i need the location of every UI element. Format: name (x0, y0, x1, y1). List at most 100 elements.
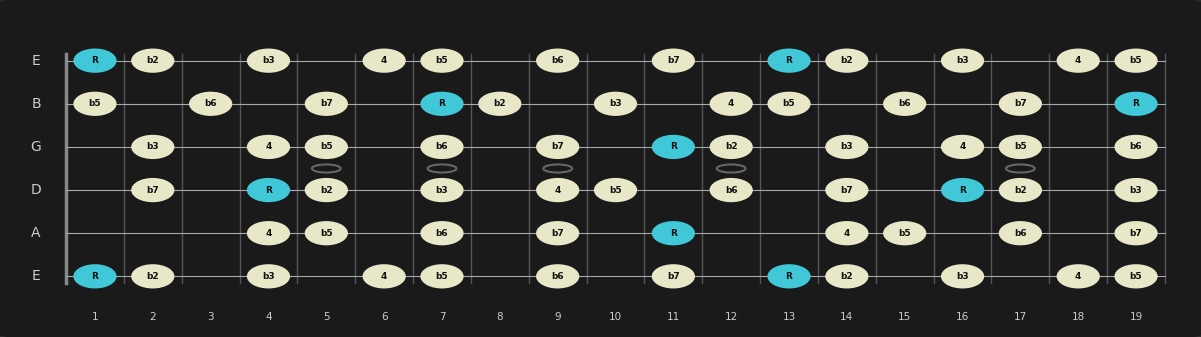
Text: b3: b3 (956, 56, 969, 65)
Ellipse shape (305, 178, 348, 202)
Ellipse shape (73, 49, 116, 73)
Text: 7: 7 (438, 312, 446, 322)
Ellipse shape (825, 221, 868, 245)
Ellipse shape (710, 178, 753, 202)
Text: b7: b7 (319, 99, 333, 108)
Text: b5: b5 (1130, 56, 1142, 65)
Text: b5: b5 (319, 143, 333, 151)
Text: b6: b6 (204, 99, 217, 108)
Text: b7: b7 (1130, 229, 1142, 238)
Text: 5: 5 (323, 312, 329, 322)
Text: b7: b7 (551, 143, 564, 151)
Text: 4: 4 (1075, 272, 1081, 281)
Text: 19: 19 (1129, 312, 1142, 322)
Ellipse shape (363, 264, 406, 288)
Text: R: R (438, 99, 446, 108)
Ellipse shape (767, 92, 811, 116)
Text: R: R (960, 186, 966, 194)
Text: 6: 6 (381, 312, 388, 322)
Text: b3: b3 (436, 186, 448, 194)
Text: b3: b3 (841, 143, 853, 151)
Ellipse shape (1115, 135, 1158, 159)
Text: b2: b2 (1014, 186, 1027, 194)
Ellipse shape (420, 135, 464, 159)
Ellipse shape (420, 92, 464, 116)
Ellipse shape (1057, 264, 1100, 288)
Text: b3: b3 (1130, 186, 1142, 194)
Text: 1: 1 (91, 312, 98, 322)
Ellipse shape (1115, 178, 1158, 202)
Ellipse shape (536, 178, 579, 202)
Ellipse shape (305, 135, 348, 159)
Text: 15: 15 (898, 312, 912, 322)
Text: b7: b7 (667, 56, 680, 65)
Text: b5: b5 (1130, 272, 1142, 281)
Text: R: R (670, 143, 677, 151)
Text: 4: 4 (265, 312, 271, 322)
Text: b6: b6 (898, 99, 912, 108)
Text: b5: b5 (1014, 143, 1027, 151)
Text: b6: b6 (551, 272, 564, 281)
Text: b3: b3 (147, 143, 159, 151)
Ellipse shape (652, 49, 695, 73)
Ellipse shape (305, 92, 348, 116)
Ellipse shape (363, 49, 406, 73)
Ellipse shape (825, 135, 868, 159)
Text: b3: b3 (262, 272, 275, 281)
Text: R: R (1133, 99, 1140, 108)
Ellipse shape (247, 178, 291, 202)
Text: b3: b3 (262, 56, 275, 65)
Ellipse shape (999, 92, 1042, 116)
Ellipse shape (940, 135, 984, 159)
Text: 3: 3 (208, 312, 214, 322)
Text: R: R (265, 186, 271, 194)
Text: E: E (31, 269, 41, 283)
Ellipse shape (767, 49, 811, 73)
Text: D: D (31, 183, 41, 197)
Ellipse shape (189, 92, 232, 116)
Ellipse shape (420, 178, 464, 202)
Text: b7: b7 (841, 186, 853, 194)
Text: b5: b5 (319, 229, 333, 238)
Text: b5: b5 (898, 229, 912, 238)
Ellipse shape (478, 92, 521, 116)
Text: b2: b2 (494, 99, 506, 108)
Ellipse shape (710, 92, 753, 116)
Text: b2: b2 (319, 186, 333, 194)
Ellipse shape (131, 178, 174, 202)
Ellipse shape (1115, 49, 1158, 73)
Ellipse shape (73, 264, 116, 288)
Text: 4: 4 (265, 229, 271, 238)
Text: b5: b5 (783, 99, 795, 108)
Text: b6: b6 (551, 56, 564, 65)
Text: b6: b6 (1014, 229, 1027, 238)
Text: b6: b6 (436, 143, 448, 151)
Ellipse shape (1057, 49, 1100, 73)
Text: b3: b3 (609, 99, 622, 108)
Text: G: G (31, 140, 41, 154)
Ellipse shape (420, 221, 464, 245)
Ellipse shape (652, 264, 695, 288)
Text: 4: 4 (960, 143, 966, 151)
Text: b7: b7 (1014, 99, 1027, 108)
Text: R: R (91, 272, 98, 281)
Text: 2: 2 (149, 312, 156, 322)
Text: 4: 4 (1075, 56, 1081, 65)
Ellipse shape (247, 264, 291, 288)
Text: 17: 17 (1014, 312, 1027, 322)
Text: 10: 10 (609, 312, 622, 322)
Ellipse shape (652, 135, 695, 159)
Ellipse shape (536, 49, 579, 73)
Ellipse shape (131, 264, 174, 288)
Text: A: A (31, 226, 41, 240)
Ellipse shape (536, 221, 579, 245)
Text: 9: 9 (555, 312, 561, 322)
Text: b5: b5 (436, 56, 448, 65)
Ellipse shape (73, 92, 116, 116)
Ellipse shape (1115, 264, 1158, 288)
Ellipse shape (883, 92, 926, 116)
Text: R: R (91, 56, 98, 65)
Ellipse shape (247, 49, 291, 73)
Ellipse shape (999, 221, 1042, 245)
Text: b5: b5 (436, 272, 448, 281)
